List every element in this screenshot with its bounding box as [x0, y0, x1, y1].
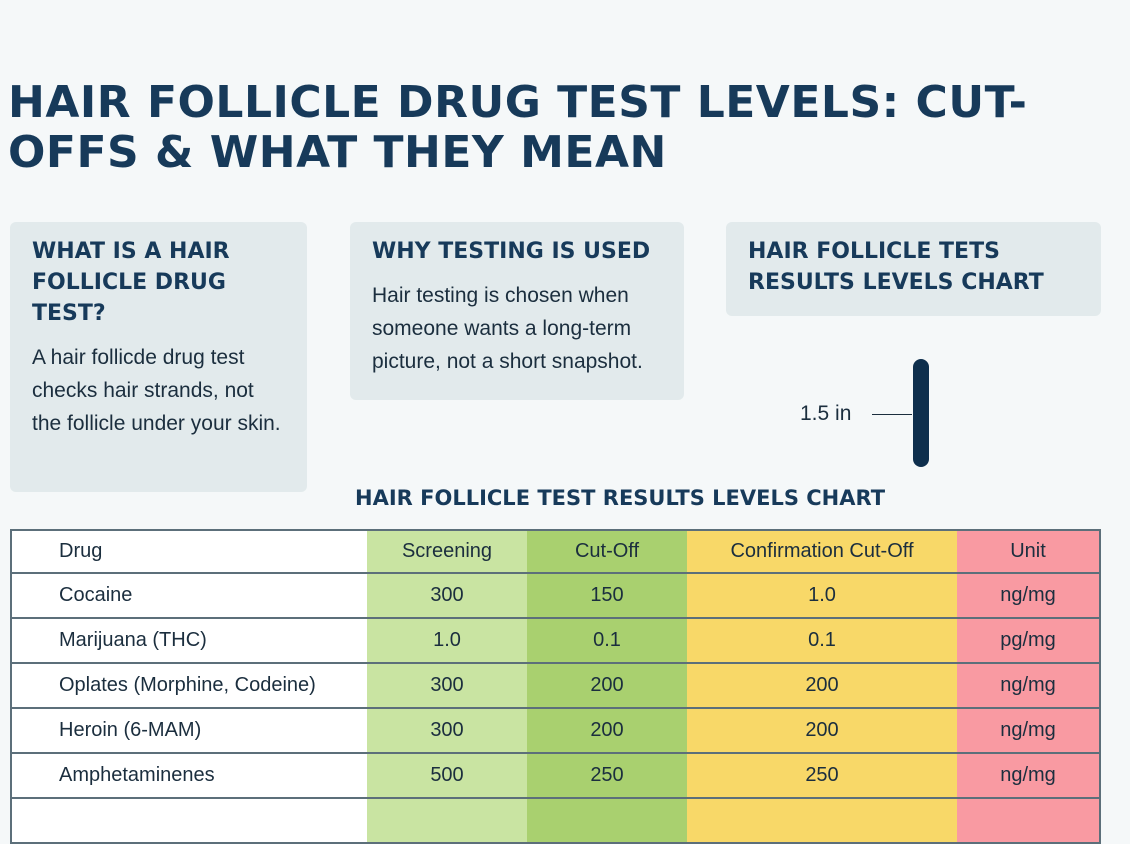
cell-screening: 300: [367, 708, 527, 754]
header-confirmation: Confirmation Cut-Off: [687, 530, 957, 574]
cell-unit: ng/mg: [957, 708, 1100, 754]
cell-drug: Oplates (Morphine, Codeine): [11, 663, 367, 709]
cell-confirmation: 1.0: [687, 573, 957, 619]
table-row: Heroin (6-MAM) 300 200 200 ng/mg: [11, 708, 1100, 754]
cell-cutoff: 200: [527, 708, 687, 754]
hair-strand-icon: [913, 359, 929, 467]
info-card-why-testing: WHY TESTING IS USED Hair testing is chos…: [350, 222, 684, 400]
cell-screening: 500: [367, 753, 527, 799]
header-screening: Screening: [367, 530, 527, 574]
ruler-pointer-line: [872, 414, 912, 415]
cell-cutoff: 150: [527, 573, 687, 619]
cell-unit: ng/mg: [957, 753, 1100, 799]
cell-confirmation: 0.1: [687, 618, 957, 664]
cell-screening: 1.0: [367, 618, 527, 664]
cell-drug: Cocaine: [11, 573, 367, 619]
table-row: Amphetaminenes 500 250 250 ng/mg: [11, 753, 1100, 799]
cell-cutoff: 0.1: [527, 618, 687, 664]
cell-cutoff: 250: [527, 753, 687, 799]
info-card-what-is: WHAT IS A HAIR FOLLICLE DRUG TEST? A hai…: [10, 222, 307, 492]
cell-confirmation: 200: [687, 708, 957, 754]
cell-confirmation: 250: [687, 753, 957, 799]
page-title: HAIR FOLLICLE DRUG TEST LEVELS: CUT-OFFS…: [8, 77, 1028, 178]
header-cutoff: Cut-Off: [527, 530, 687, 574]
card-heading: HAIR FOLLICLE TETS RESULTS LEVELS CHART: [748, 239, 1044, 295]
cell-screening: 300: [367, 573, 527, 619]
table-row: Cocaine 300 150 1.0 ng/mg: [11, 573, 1100, 619]
cell-unit: pg/mg: [957, 618, 1100, 664]
empty-cell: [687, 798, 957, 844]
table-row: Oplates (Morphine, Codeine) 300 200 200 ng/m…: [11, 663, 1100, 709]
cell-drug: Marijuana (THC): [11, 618, 367, 664]
empty-cell: [957, 798, 1100, 844]
cell-unit: ng/mg: [957, 663, 1100, 709]
empty-cell: [11, 798, 367, 844]
table-row: Marijuana (THC) 1.0 0.1 0.1 pg/mg: [11, 618, 1100, 664]
empty-cell: [527, 798, 687, 844]
info-card-chart-title: HAIR FOLLICLE TETS RESULTS LEVELS CHART: [726, 222, 1101, 316]
table-row-partial: [11, 798, 1100, 844]
card-heading: WHAT IS A HAIR FOLLICLE DRUG TEST?: [32, 239, 230, 326]
table-title: HAIR FOLLICLE TEST RESULTS LEVELS CHART: [355, 486, 886, 510]
hair-length-label: 1.5 in: [800, 402, 852, 425]
cell-screening: 300: [367, 663, 527, 709]
card-heading: WHY TESTING IS USED: [372, 239, 651, 264]
cell-drug: Amphetaminenes: [11, 753, 367, 799]
cell-confirmation: 200: [687, 663, 957, 709]
header-unit: Unit: [957, 530, 1100, 574]
cell-unit: ng/mg: [957, 573, 1100, 619]
card-body: A hair follicde drug test checks hair st…: [32, 346, 281, 435]
card-body: Hair testing is chosen when someone want…: [372, 284, 643, 373]
empty-cell: [367, 798, 527, 844]
cell-cutoff: 200: [527, 663, 687, 709]
cell-drug: Heroin (6-MAM): [11, 708, 367, 754]
table-header-row: Drug Screening Cut-Off Confirmation Cut-…: [11, 530, 1100, 574]
results-table: Drug Screening Cut-Off Confirmation Cut-…: [10, 529, 1101, 844]
header-drug: Drug: [11, 530, 367, 574]
